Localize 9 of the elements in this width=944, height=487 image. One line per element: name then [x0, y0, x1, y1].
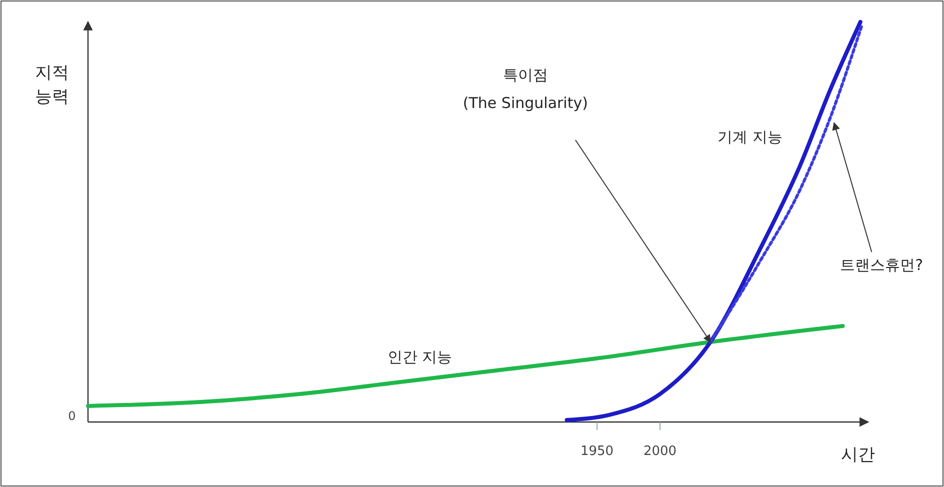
x-tick-label: 2000 [643, 444, 677, 459]
text: 0 [68, 409, 76, 423]
x-axis-title: 시간 [840, 445, 875, 465]
x-tick-label: 1950 [580, 444, 614, 459]
y-axis-title: 지적 능력 [35, 63, 69, 107]
annotation: 특이점 (The Singularity) [462, 66, 588, 112]
series-label: 인간 지능 [387, 348, 452, 366]
text: 트랜스휴먼? [840, 256, 924, 274]
series-label: 기계 지능 [718, 128, 782, 146]
